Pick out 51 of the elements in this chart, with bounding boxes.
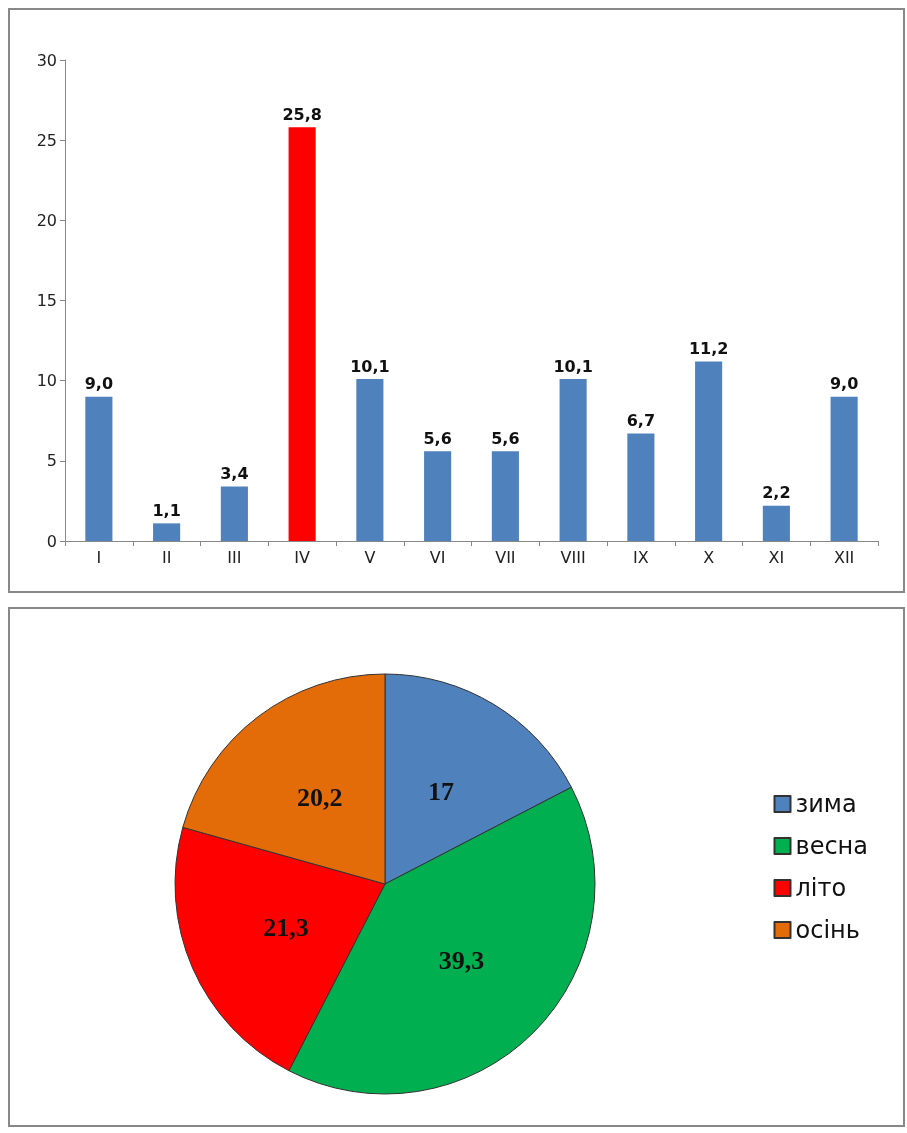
- data-label: 9,0: [829, 374, 859, 394]
- bar: [491, 451, 519, 541]
- bar: [85, 396, 113, 541]
- data-label: 9,0: [84, 374, 114, 394]
- x-tick-label: XI: [768, 547, 785, 567]
- x-tick-label: IV: [294, 547, 311, 567]
- data-label: 20,2: [296, 783, 343, 813]
- x-tick-label: III: [227, 547, 242, 567]
- bar: [627, 433, 655, 541]
- data-label: 5,6: [423, 428, 452, 448]
- y-tick-label: 10: [36, 371, 57, 391]
- legend-label: зима: [795, 790, 857, 818]
- data-label: 10,1: [350, 356, 390, 376]
- bar: [559, 379, 587, 541]
- data-label: 17: [428, 777, 455, 807]
- legend-label: весна: [795, 832, 869, 860]
- y-tick-label: 20: [36, 210, 57, 230]
- data-label: 21,3: [263, 912, 309, 942]
- data-label: 25,8: [282, 104, 322, 124]
- y-tick-label: 0: [46, 531, 57, 551]
- legend-label: літо: [795, 874, 847, 902]
- bar: [762, 505, 790, 541]
- x-tick-label: II: [161, 547, 172, 567]
- y-tick-label: 15: [36, 291, 57, 310]
- y-tick-label: 25: [36, 130, 57, 150]
- bar: [830, 396, 858, 541]
- x-tick-label: V: [364, 547, 376, 567]
- data-label: 10,1: [553, 356, 593, 376]
- x-tick-label: VI: [429, 547, 446, 567]
- data-label: 2,2: [762, 483, 791, 503]
- data-label: 39,3: [438, 945, 485, 975]
- data-label: 3,4: [220, 463, 249, 483]
- bar: [424, 451, 452, 541]
- x-tick-label: VIII: [560, 547, 586, 567]
- x-tick-label: XII: [833, 547, 855, 567]
- data-label: 6,7: [626, 411, 656, 431]
- x-tick-label: VII: [495, 547, 516, 567]
- bar: [288, 127, 316, 541]
- legend-label: осінь: [795, 916, 860, 944]
- bar: [695, 361, 723, 541]
- data-label: 1,1: [152, 500, 181, 520]
- data-label: 11,2: [688, 338, 729, 358]
- y-tick-label: 30: [36, 50, 57, 70]
- x-tick-label: X: [703, 547, 715, 567]
- bar: [356, 379, 384, 541]
- x-tick-label: IX: [633, 547, 649, 567]
- x-tick-label: I: [96, 547, 102, 567]
- data-label: 5,6: [491, 428, 520, 448]
- y-tick-label: 5: [46, 451, 57, 471]
- bar: [220, 486, 248, 541]
- bar: [153, 523, 181, 541]
